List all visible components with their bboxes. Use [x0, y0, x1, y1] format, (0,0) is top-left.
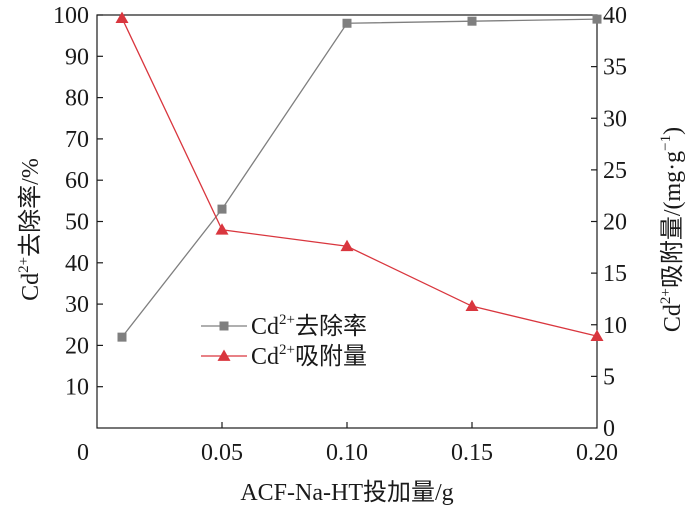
legend-label: Cd2+吸附量	[251, 342, 367, 370]
legend-item: Cd2+吸附量	[201, 342, 367, 370]
series-line	[121, 18, 598, 338]
data-point	[215, 223, 229, 235]
x-tick-label: 0.05	[201, 440, 243, 466]
series-2	[115, 11, 604, 341]
left-tick-label: 80	[65, 86, 89, 112]
right-tick-label: 20	[603, 210, 627, 236]
series-layer	[115, 11, 604, 342]
right-tick-label: 15	[603, 261, 627, 287]
left-tick-label: 90	[65, 44, 89, 70]
x-tick-label: 0	[77, 440, 89, 466]
series-line	[121, 17, 598, 337]
left-tick-label: 60	[65, 168, 89, 194]
right-tick-label: 10	[603, 313, 627, 339]
legend-marker	[219, 321, 229, 331]
x-tick-label: 0.15	[451, 440, 493, 466]
data-point	[342, 18, 352, 28]
right-tick-label: 25	[603, 158, 627, 184]
data-point	[117, 332, 127, 342]
legend-item: Cd2+去除率	[201, 312, 367, 340]
left-tick-label: 70	[65, 127, 89, 153]
right-tick-label: 35	[603, 55, 627, 81]
x-tick-label: 0.20	[576, 440, 618, 466]
left-tick-label: 50	[65, 210, 89, 236]
left-tick-label: 10	[65, 375, 89, 401]
right-tick-label: 5	[603, 364, 615, 390]
x-axis-ticks: 0 0.05 0.10 0.15 0.20	[77, 422, 618, 466]
left-axis-ticks: 10 20 30 40 50 60 70 80 90 100	[53, 3, 103, 401]
data-point	[467, 16, 477, 26]
left-tick-label: 40	[65, 251, 89, 277]
legend-marker	[217, 349, 231, 361]
data-point	[340, 239, 354, 252]
right-tick-label: 30	[603, 106, 627, 132]
right-tick-label: 0	[603, 416, 615, 442]
right-tick-label: 40	[603, 3, 627, 29]
left-tick-label: 30	[65, 292, 89, 318]
data-point	[115, 11, 129, 23]
left-tick-label: 20	[65, 333, 89, 359]
x-axis-title: ACF-Na-HT投加量/g	[240, 479, 453, 506]
left-axis-title: Cd2+去除率/%	[16, 158, 44, 301]
data-point	[217, 204, 227, 214]
series-1	[117, 14, 602, 342]
left-tick-label: 100	[53, 3, 89, 29]
right-axis-title: Cd2+吸附量/(mg·g−1)	[658, 127, 686, 332]
legend-label: Cd2+去除率	[251, 312, 367, 340]
data-point	[590, 329, 604, 341]
data-point	[465, 299, 479, 312]
data-point	[592, 14, 602, 24]
x-tick-label: 0.10	[326, 440, 368, 466]
right-axis-ticks: 0 5 10 15 20 25 30 35 40	[591, 3, 627, 442]
